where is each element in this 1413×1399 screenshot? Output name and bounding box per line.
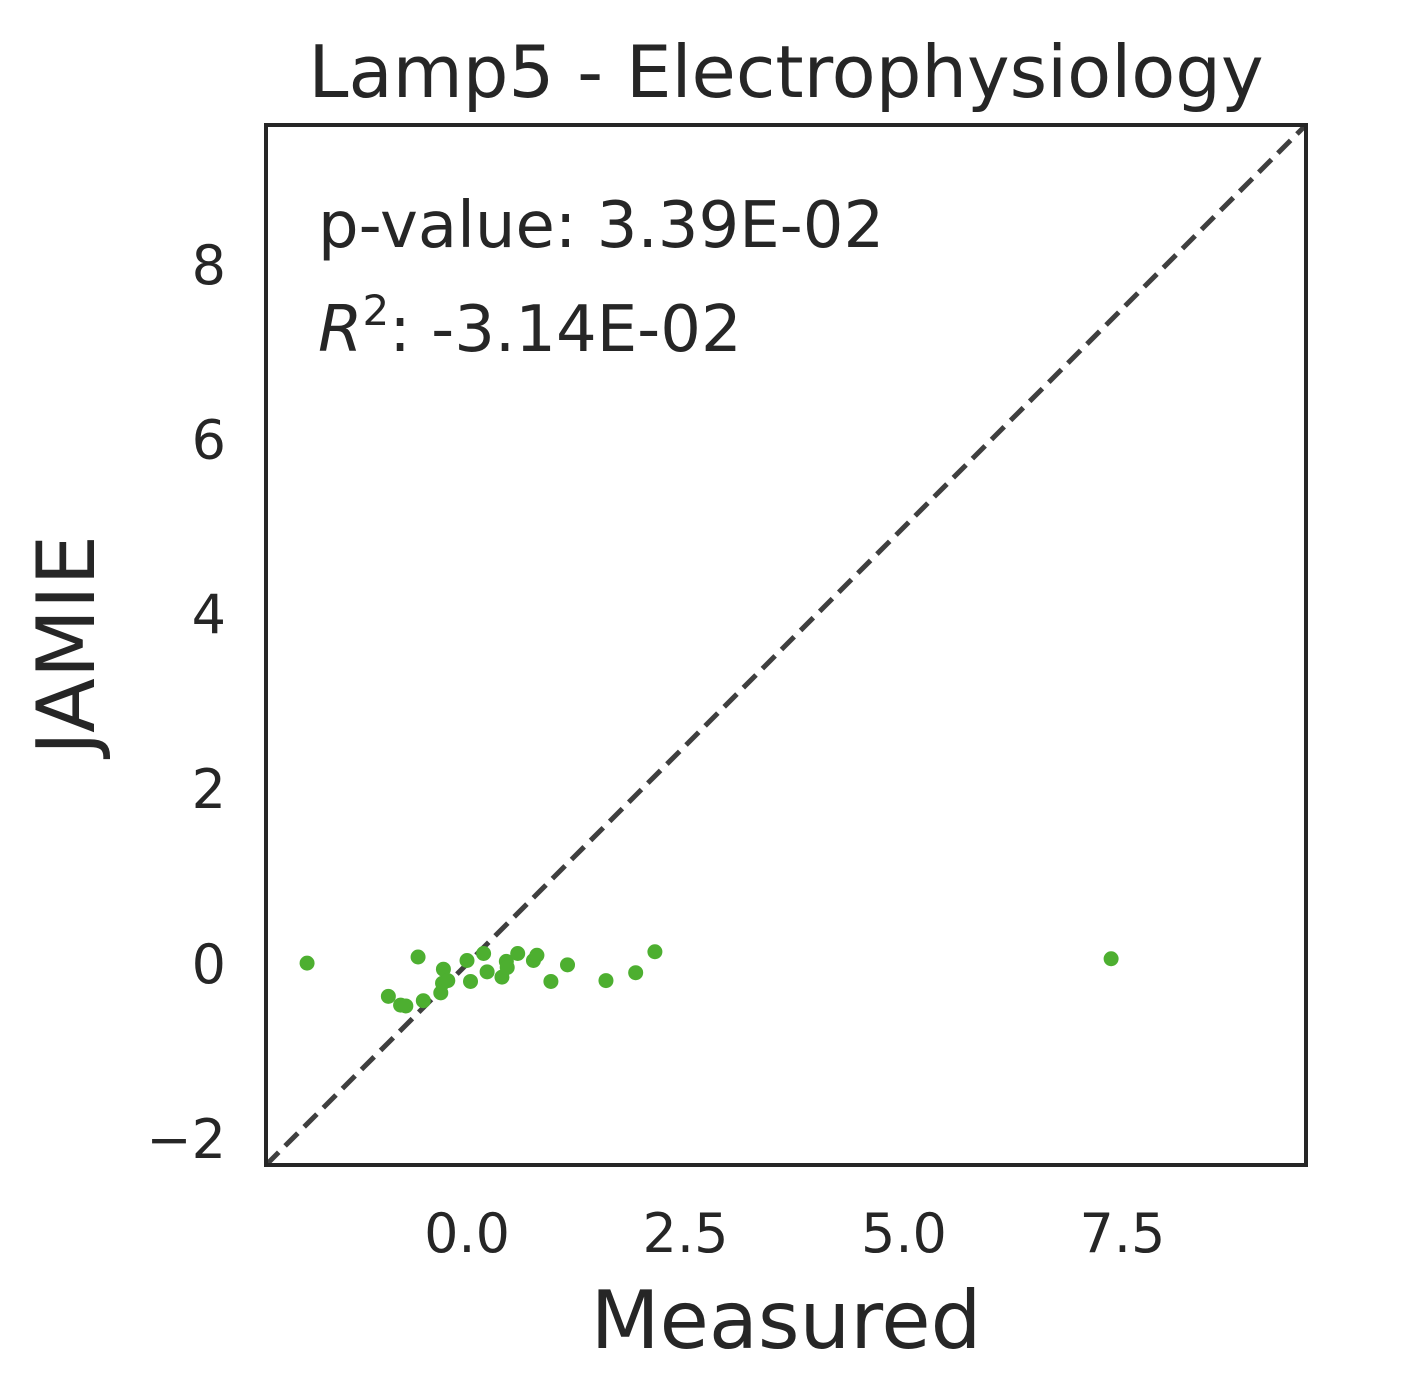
chart-title: Lamp5 - Electrophysiology: [308, 30, 1263, 114]
data-point-10: [440, 973, 456, 989]
y-tick-label-1: −2: [146, 1108, 226, 1171]
data-point-14: [479, 964, 495, 980]
x-tick-label-4: 7.5: [1080, 1202, 1166, 1265]
y-axis-title: JAMIE: [20, 535, 113, 760]
r2-symbol: R: [318, 293, 362, 367]
y-tick-label-5: 6: [192, 409, 226, 472]
data-point-17: [499, 959, 515, 975]
data-point-24: [628, 965, 644, 981]
y-tick-labels: −2 0 2 4 6 8: [146, 234, 226, 1171]
data-point-11: [459, 952, 475, 968]
plot-area: [266, 125, 1306, 1165]
axes-frame: [264, 123, 1308, 1167]
data-point-6: [415, 993, 431, 1009]
data-point-20: [529, 947, 545, 963]
data-point-13: [476, 946, 492, 962]
data-point-2: [380, 988, 396, 1004]
data-point-18: [510, 946, 526, 962]
data-point-23: [598, 973, 614, 989]
data-point-22: [560, 957, 576, 973]
data-point-9: [435, 961, 451, 977]
y-tick-label-3: 2: [192, 758, 226, 821]
x-tick-label-3: 5.0: [861, 1202, 947, 1265]
points-layer: [299, 944, 1119, 1014]
data-point-1: [299, 955, 315, 971]
data-point-4: [398, 998, 414, 1014]
pvalue-value: 3.39E-02: [597, 189, 884, 263]
x-tick-label-2: 2.5: [643, 1202, 729, 1265]
y-tick-label-2: 0: [192, 933, 226, 996]
r2-value: : -3.14E-02: [389, 293, 741, 367]
data-point-21: [543, 973, 559, 989]
x-tick-labels: 0.0 2.5 5.0 7.5: [424, 1202, 1165, 1265]
x-axis-title: Measured: [591, 1274, 982, 1367]
data-point-25: [647, 944, 663, 960]
y-tick-label-6: 8: [192, 234, 226, 297]
pvalue-annotation: p-value: 3.39E-02: [318, 189, 884, 263]
x-tick-label-1: 0.0: [424, 1202, 510, 1265]
data-point-12: [463, 973, 479, 989]
data-point-26: [1103, 951, 1119, 967]
y-tick-label-4: 4: [192, 583, 226, 646]
data-point-5: [410, 949, 426, 965]
r2-annotation: R2: -3.14E-02: [318, 286, 742, 367]
pvalue-label: p-value:: [318, 189, 597, 263]
r2-exponent: 2: [362, 286, 389, 335]
